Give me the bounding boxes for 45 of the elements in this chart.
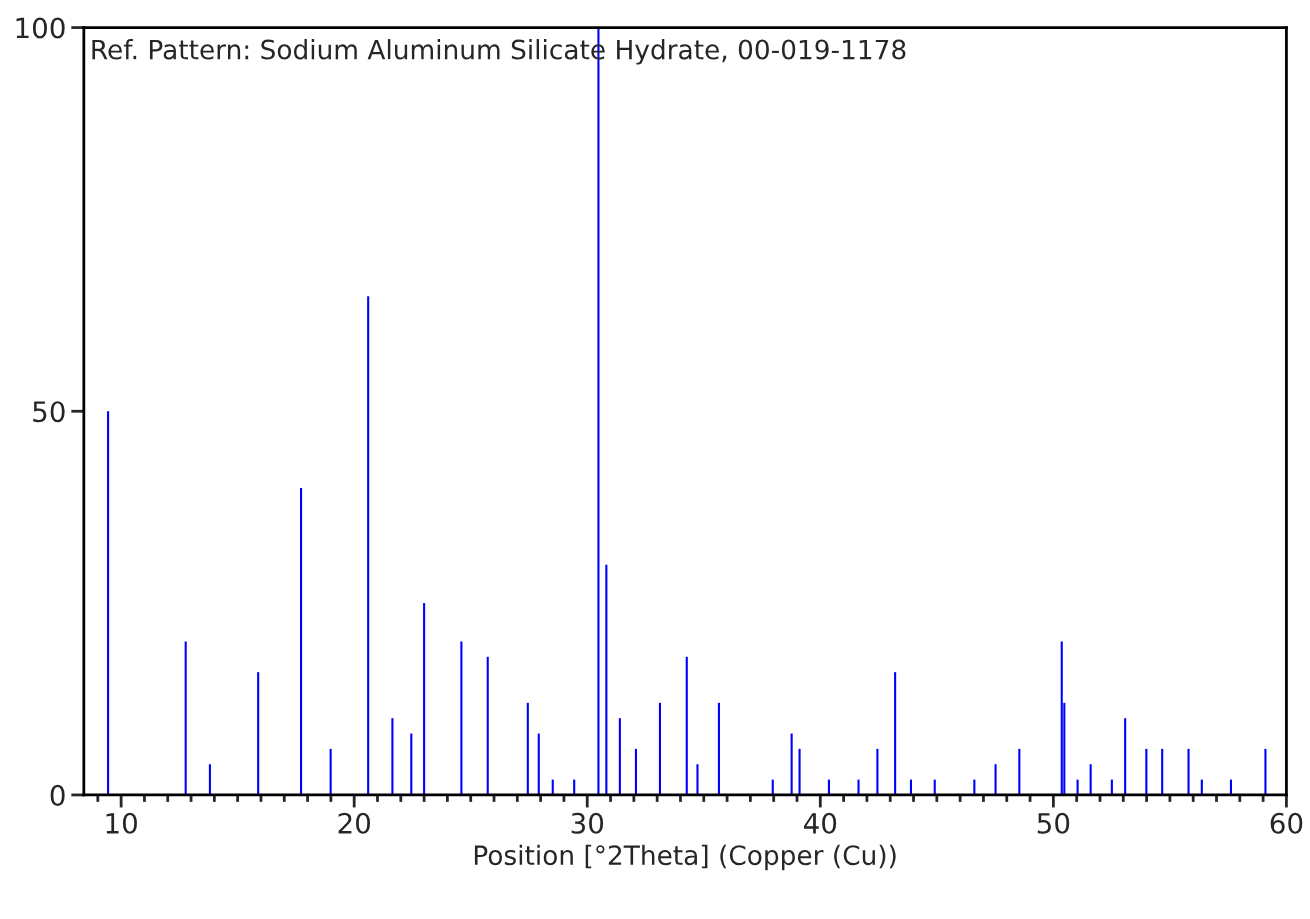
x-tick-label: 30 (571, 812, 604, 834)
bar (184, 641, 187, 795)
bar (1124, 718, 1127, 795)
y-tick-label: 0 (50, 784, 65, 806)
bar (1161, 748, 1164, 795)
bar (486, 656, 489, 795)
bar (717, 702, 720, 795)
bar (537, 733, 540, 795)
x-tick-label: 10 (106, 812, 137, 834)
bar (994, 764, 997, 795)
bar (605, 564, 608, 795)
bar (618, 718, 621, 795)
bar (329, 748, 332, 795)
bar (300, 487, 303, 795)
x-tick-label: 20 (338, 812, 371, 834)
bar (1060, 641, 1063, 795)
bar (423, 603, 426, 795)
bar (857, 779, 860, 795)
bar (876, 748, 879, 795)
bar (685, 656, 688, 795)
x-tick-label: 40 (803, 812, 837, 834)
bar (391, 718, 394, 795)
bar (894, 672, 897, 795)
x-tick-label: 50 (1037, 812, 1070, 834)
bar (790, 733, 793, 795)
y-tick-label: 50 (33, 401, 65, 423)
bar (798, 748, 801, 795)
bar (107, 411, 110, 795)
bar (1264, 748, 1267, 795)
bar (1089, 764, 1092, 795)
x-axis-title: Position [°2Theta] (Copper (Cu)) (474, 844, 896, 871)
bar (367, 296, 370, 795)
bar (526, 702, 529, 795)
y-tick-label: 100 (16, 17, 65, 39)
bar (1187, 748, 1190, 795)
bar (658, 702, 662, 795)
bar (460, 641, 463, 795)
bar (257, 672, 260, 795)
bar (410, 733, 413, 795)
x-tick-label: 60 (1270, 812, 1303, 834)
bar (208, 764, 211, 795)
bar (696, 764, 699, 795)
bar (1145, 748, 1148, 795)
bar (1018, 748, 1021, 795)
bar (634, 748, 637, 795)
